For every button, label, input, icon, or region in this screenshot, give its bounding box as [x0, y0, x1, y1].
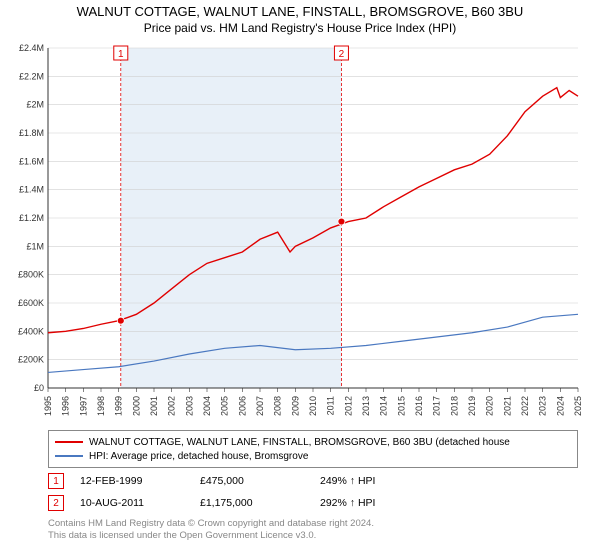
svg-text:2017: 2017: [432, 396, 442, 416]
sales-table: 1 12-FEB-1999£475,000249% ↑ HPI 2 10-AUG-20…: [48, 470, 578, 514]
svg-text:2008: 2008: [273, 396, 283, 416]
svg-text:2018: 2018: [449, 396, 459, 416]
chart-title-block: WALNUT COTTAGE, WALNUT LANE, FINSTALL, B…: [0, 0, 600, 37]
svg-text:£2.2M: £2.2M: [19, 71, 44, 81]
svg-text:1997: 1997: [78, 396, 88, 416]
sale-pct-vs-hpi: 249% ↑ HPI: [320, 475, 440, 487]
title-line-2: Price paid vs. HM Land Registry's House …: [0, 21, 600, 35]
svg-text:2014: 2014: [379, 396, 389, 416]
svg-text:2004: 2004: [202, 396, 212, 416]
svg-text:£400K: £400K: [18, 326, 44, 336]
svg-text:£1M: £1M: [26, 241, 44, 251]
svg-text:£1.2M: £1.2M: [19, 213, 44, 223]
svg-text:1995: 1995: [43, 396, 53, 416]
sale-date: 10-AUG-2011: [80, 497, 200, 509]
sale-price: £1,175,000: [200, 497, 320, 509]
svg-text:£600K: £600K: [18, 298, 44, 308]
svg-text:2009: 2009: [290, 396, 300, 416]
svg-text:1: 1: [118, 49, 124, 60]
svg-text:2022: 2022: [520, 396, 530, 416]
price-chart: £0£200K£400K£600K£800K£1M£1.2M£1.4M£1.6M…: [48, 44, 578, 414]
svg-text:2007: 2007: [255, 396, 265, 416]
sale-price: £475,000: [200, 475, 320, 487]
sale-marker-number: 2: [48, 495, 64, 511]
legend-item: WALNUT COTTAGE, WALNUT LANE, FINSTALL, B…: [55, 435, 571, 449]
svg-text:2006: 2006: [237, 396, 247, 416]
svg-text:2019: 2019: [467, 396, 477, 416]
sale-marker-number: 1: [48, 473, 64, 489]
svg-text:2013: 2013: [361, 396, 371, 416]
svg-text:£2.4M: £2.4M: [19, 43, 44, 53]
svg-text:2024: 2024: [555, 396, 565, 416]
svg-text:2003: 2003: [184, 396, 194, 416]
title-line-1: WALNUT COTTAGE, WALNUT LANE, FINSTALL, B…: [0, 4, 600, 19]
svg-text:2010: 2010: [308, 396, 318, 416]
sale-date: 12-FEB-1999: [80, 475, 200, 487]
svg-text:2011: 2011: [326, 396, 336, 415]
svg-text:2000: 2000: [131, 396, 141, 416]
svg-text:£0: £0: [34, 383, 44, 393]
svg-text:2020: 2020: [485, 396, 495, 416]
svg-text:1999: 1999: [114, 396, 124, 416]
svg-text:£1.8M: £1.8M: [19, 128, 44, 138]
legend-item: HPI: Average price, detached house, Brom…: [55, 449, 571, 463]
footnote-line-1: Contains HM Land Registry data © Crown c…: [48, 518, 578, 530]
svg-text:2: 2: [339, 49, 345, 60]
legend-swatch: [55, 455, 83, 457]
svg-text:2001: 2001: [149, 396, 159, 416]
svg-text:1996: 1996: [61, 396, 71, 416]
legend-label: WALNUT COTTAGE, WALNUT LANE, FINSTALL, B…: [89, 437, 510, 448]
svg-text:2023: 2023: [538, 396, 548, 416]
svg-text:2025: 2025: [573, 396, 583, 416]
footnote-line-2: This data is licensed under the Open Gov…: [48, 530, 578, 542]
svg-text:£800K: £800K: [18, 270, 44, 280]
svg-text:£200K: £200K: [18, 355, 44, 365]
svg-text:£1.4M: £1.4M: [19, 185, 44, 195]
svg-text:£2M: £2M: [26, 100, 44, 110]
svg-text:2016: 2016: [414, 396, 424, 416]
legend-swatch: [55, 441, 83, 443]
svg-text:2021: 2021: [502, 396, 512, 416]
sale-row: 1 12-FEB-1999£475,000249% ↑ HPI: [48, 470, 578, 492]
sale-row: 2 10-AUG-2011£1,175,000292% ↑ HPI: [48, 492, 578, 514]
svg-text:2012: 2012: [343, 396, 353, 416]
footnote: Contains HM Land Registry data © Crown c…: [48, 518, 578, 543]
legend: WALNUT COTTAGE, WALNUT LANE, FINSTALL, B…: [48, 430, 578, 468]
svg-text:£1.6M: £1.6M: [19, 156, 44, 166]
sale-pct-vs-hpi: 292% ↑ HPI: [320, 497, 440, 509]
legend-label: HPI: Average price, detached house, Brom…: [89, 451, 308, 462]
svg-text:2005: 2005: [220, 396, 230, 416]
svg-text:2002: 2002: [167, 396, 177, 416]
svg-text:1998: 1998: [96, 396, 106, 416]
svg-text:2015: 2015: [396, 396, 406, 416]
